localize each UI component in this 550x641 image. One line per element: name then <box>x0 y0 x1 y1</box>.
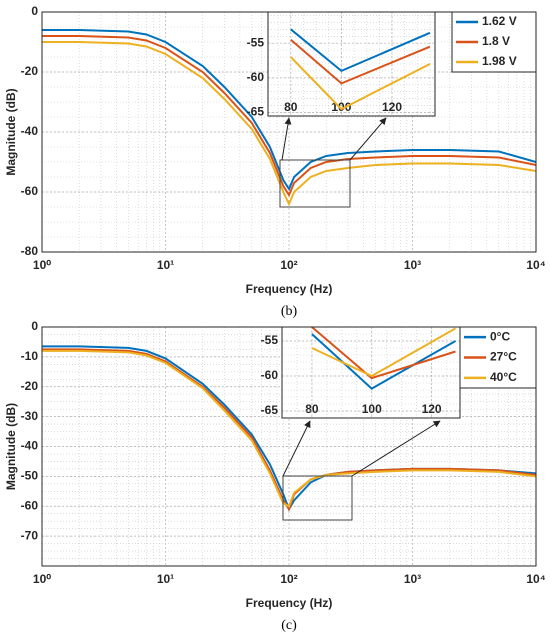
y-axis-label: Magnitude (dB) <box>4 403 18 490</box>
y-tick-label: -55 <box>261 333 279 347</box>
y-tick-label: -65 <box>261 403 279 417</box>
caption: (c) <box>281 618 297 633</box>
x-axis-label: Frequency (Hz) <box>246 282 333 296</box>
y-tick-label: -30 <box>21 409 39 423</box>
x-tick-label: 10¹ <box>157 258 174 272</box>
series-line <box>42 35 536 198</box>
series-line <box>290 28 431 73</box>
x-tick-label: 120 <box>422 402 442 416</box>
panel-c: 10⁰ 10¹ 10² 10³ 10⁴ -70 -60 -50 -40 -30 -20 -10 0 Fre… <box>4 319 546 633</box>
x-tick-label: 10⁰ <box>33 572 51 586</box>
legend-label: 0°C <box>490 329 510 343</box>
y-axis-label: Magnitude (dB) <box>4 88 18 175</box>
y-tick-label: -80 <box>21 244 39 258</box>
y-tick-label: -65 <box>247 105 265 119</box>
axes-box <box>267 11 436 117</box>
series-line <box>290 56 431 111</box>
series-line <box>311 327 456 380</box>
y-tick-label: -60 <box>21 498 39 512</box>
x-tick-label: 120 <box>382 100 402 114</box>
y-tick-label: -70 <box>21 528 39 542</box>
x-tick-label: 10³ <box>404 572 421 586</box>
y-tick-label: -10 <box>21 349 39 363</box>
y-tick-label: -40 <box>21 124 39 138</box>
y-tick-label: 0 <box>31 319 38 333</box>
zoom-annotation-c <box>282 420 441 521</box>
series-line <box>42 29 536 192</box>
legend-label: 27°C <box>490 350 517 364</box>
legend-label: 1.8 V <box>482 34 510 48</box>
legend-label: 1.62 V <box>482 14 517 28</box>
x-tick-label: 10⁰ <box>33 258 51 272</box>
x-tick-label: 10⁴ <box>526 572 545 586</box>
x-tick-label: 10¹ <box>157 572 174 586</box>
axes-box <box>281 326 461 419</box>
x-tick-label: 10³ <box>404 258 421 272</box>
y-tick-label: -50 <box>21 469 39 483</box>
y-tick-label: -60 <box>21 184 39 198</box>
y-tick-label: -60 <box>247 70 265 84</box>
y-tick-label: 0 <box>31 4 38 18</box>
caption: (b) <box>281 304 298 319</box>
y-tick-label: -40 <box>21 439 39 453</box>
series-line <box>290 38 431 85</box>
series-line <box>311 333 456 390</box>
y-tick-label: -60 <box>261 368 279 382</box>
x-tick-label: 10² <box>280 572 297 586</box>
series-line <box>311 327 456 378</box>
series-line <box>42 349 536 508</box>
panel-c-inset: 80 100 120 -65 -60 -55 <box>261 326 461 419</box>
x-tick-label: 80 <box>305 402 319 416</box>
panel-b-inset: 80 100 120-65-60-55 <box>247 11 436 119</box>
x-tick-label: 10² <box>280 258 297 272</box>
series-line <box>42 41 536 207</box>
x-tick-label: 80 <box>284 100 298 114</box>
legend-label: 40°C <box>490 370 517 384</box>
x-tick-label: 100 <box>362 402 382 416</box>
y-tick-label: -55 <box>247 35 265 49</box>
zoom-annotation-b <box>279 117 387 208</box>
x-axis-label: Frequency (Hz) <box>246 596 333 610</box>
y-tick-label: -20 <box>21 379 39 393</box>
y-tick-label: -20 <box>21 64 39 78</box>
x-tick-label: 10⁴ <box>526 258 545 272</box>
legend-label: 1.98 V <box>482 54 517 68</box>
